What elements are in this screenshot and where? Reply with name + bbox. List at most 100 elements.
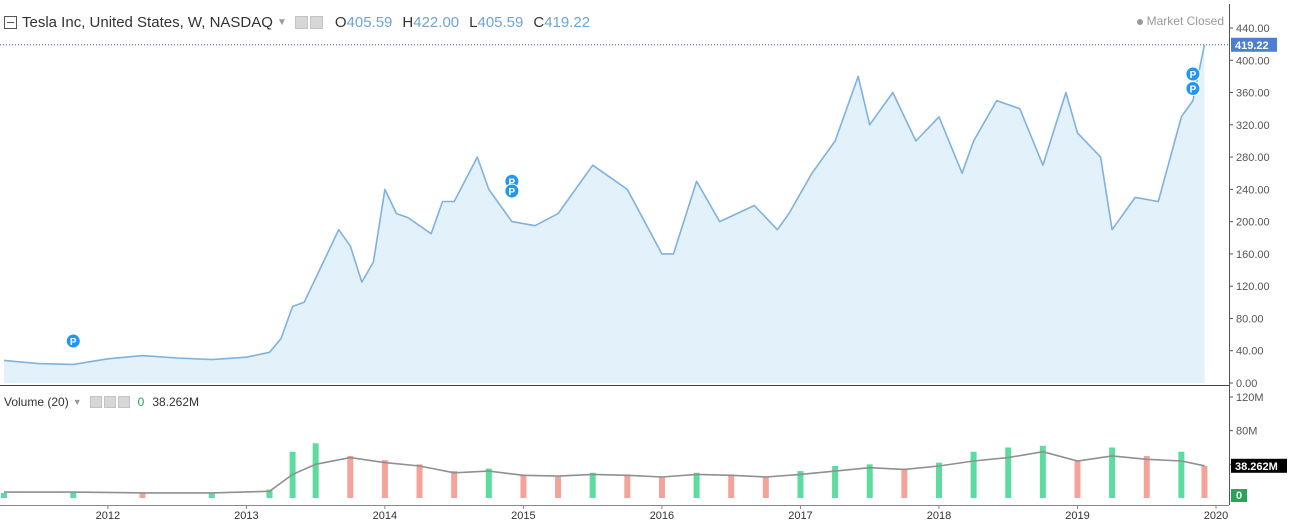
market-status: Market Closed — [1136, 14, 1224, 28]
price-area-fill — [4, 44, 1205, 384]
price-tick-label: 320.00 — [1236, 120, 1270, 132]
volume-last-tag-bg — [1231, 458, 1287, 473]
volume-bar — [416, 464, 423, 498]
volume-tick-label: 120M — [1236, 392, 1264, 404]
volume-bar — [1039, 445, 1046, 498]
volume-bar — [1143, 455, 1150, 498]
volume-bar — [1178, 451, 1185, 498]
volume-bar — [70, 492, 77, 498]
volume-bar — [832, 466, 839, 498]
volume-bar — [347, 455, 354, 498]
volume-bar — [208, 492, 215, 498]
marker-p-icon — [65, 333, 81, 349]
status-dot-icon — [1136, 18, 1143, 25]
volume-bar — [381, 460, 388, 498]
volume-last-tag: 38.262M — [1231, 458, 1287, 473]
price-tick-label: 120.00 — [1236, 281, 1270, 293]
price-tick-label: 160.00 — [1236, 249, 1270, 261]
volume-bar — [762, 476, 769, 498]
settings-icon[interactable] — [103, 396, 116, 408]
marker-p-icon — [1185, 81, 1201, 97]
x-tick-label: 2019 — [1065, 510, 1089, 522]
symbol-title[interactable]: Tesla Inc, United States, W, NASDAQ — [22, 14, 273, 31]
volume-bar — [797, 471, 804, 498]
price-tick-label: 0.00 — [1236, 378, 1257, 390]
last-price-tag-label: 419.22 — [1235, 40, 1269, 52]
low-value: 405.59 — [477, 14, 524, 31]
volume-bar — [555, 476, 562, 498]
price-tick-label: 80.00 — [1236, 313, 1264, 325]
x-tick-label: 2020 — [1204, 510, 1228, 522]
volume-bar — [1201, 465, 1208, 498]
price-tick-label: 440.00 — [1236, 23, 1270, 35]
marker-label: P — [509, 177, 516, 188]
volume-bar — [970, 451, 977, 498]
x-tick-label: 2013 — [234, 510, 258, 522]
price-tick-label: 40.00 — [1236, 346, 1264, 358]
volume-bar — [485, 468, 492, 498]
marker-label: P — [509, 187, 516, 198]
last-price-tag: 419.22 — [1231, 37, 1277, 52]
volume-last-tag-label: 38.262M — [1235, 461, 1278, 473]
collapse-icon[interactable] — [4, 16, 17, 29]
close-icon[interactable] — [117, 396, 130, 408]
price-tick-label: 400.00 — [1236, 55, 1270, 67]
x-tick-label: 2016 — [650, 510, 674, 522]
chevron-down-icon[interactable]: ▼ — [276, 17, 287, 28]
open-label: O — [334, 14, 347, 31]
volume-bar — [901, 468, 908, 498]
marker-p-icon — [504, 183, 520, 199]
volume-label[interactable]: Volume (20) — [4, 395, 69, 409]
x-tick-label: 2014 — [373, 510, 397, 522]
volume-zero-tag-bg — [1231, 489, 1247, 502]
volume-tick-label: 80M — [1236, 426, 1257, 438]
x-tick-label: 2018 — [927, 510, 951, 522]
volume-bar — [520, 474, 527, 498]
marker-label: P — [70, 337, 77, 348]
x-tick-label: 2012 — [96, 510, 120, 522]
chevron-down-icon[interactable]: ▼ — [72, 397, 82, 407]
marker-label: P — [1190, 70, 1197, 81]
volume-ma-line — [4, 450, 1205, 494]
volume-zero-tag-label: 0 — [1236, 490, 1242, 502]
open-value: 405.59 — [346, 14, 393, 31]
volume-bar — [266, 489, 273, 498]
volume-zero-tag: 0 — [1231, 489, 1247, 502]
price-tick-label: 200.00 — [1236, 217, 1270, 229]
volume-bar — [658, 476, 665, 498]
x-axis-labels: 2012 2013 2014 2015 2016 2017 2018 2019 2020 — [96, 505, 1228, 522]
eye-icon[interactable] — [89, 396, 102, 408]
close-label: C — [533, 14, 545, 31]
high-label: H — [402, 14, 414, 31]
marker-label: P — [1190, 85, 1197, 96]
volume-bar — [139, 492, 146, 498]
price-y-ticks: 0.00 40.00 80.00 120.00 160.00 200.00 240.00 28… — [1229, 23, 1270, 390]
volume-bar — [1074, 460, 1081, 498]
close-value: 419.22 — [544, 14, 591, 31]
x-tick-label: 2015 — [511, 510, 535, 522]
volume-bar — [312, 443, 319, 498]
volume-bar — [624, 474, 631, 498]
low-label: L — [469, 14, 478, 31]
volume-bar — [1, 492, 7, 498]
x-tick-label: 2017 — [788, 510, 812, 522]
price-line — [3, 44, 1206, 366]
volume-bar — [728, 474, 735, 498]
settings-icon[interactable] — [309, 16, 323, 29]
volume-bar — [935, 462, 942, 498]
market-status-text: Market Closed — [1146, 14, 1224, 28]
price-tick-label: 360.00 — [1236, 88, 1270, 100]
volume-bar — [866, 464, 873, 498]
volume-value: 38.262M — [152, 395, 200, 409]
volume-bars — [1, 443, 1208, 498]
volume-bar — [1109, 447, 1116, 498]
volume-change: 0 — [137, 395, 145, 409]
volume-bar — [589, 472, 596, 498]
volume-bar — [451, 471, 458, 498]
price-tick-label: 280.00 — [1236, 152, 1270, 164]
last-price-tag-bg — [1231, 37, 1277, 52]
eye-icon[interactable] — [294, 16, 308, 29]
volume-bar — [1005, 447, 1012, 498]
